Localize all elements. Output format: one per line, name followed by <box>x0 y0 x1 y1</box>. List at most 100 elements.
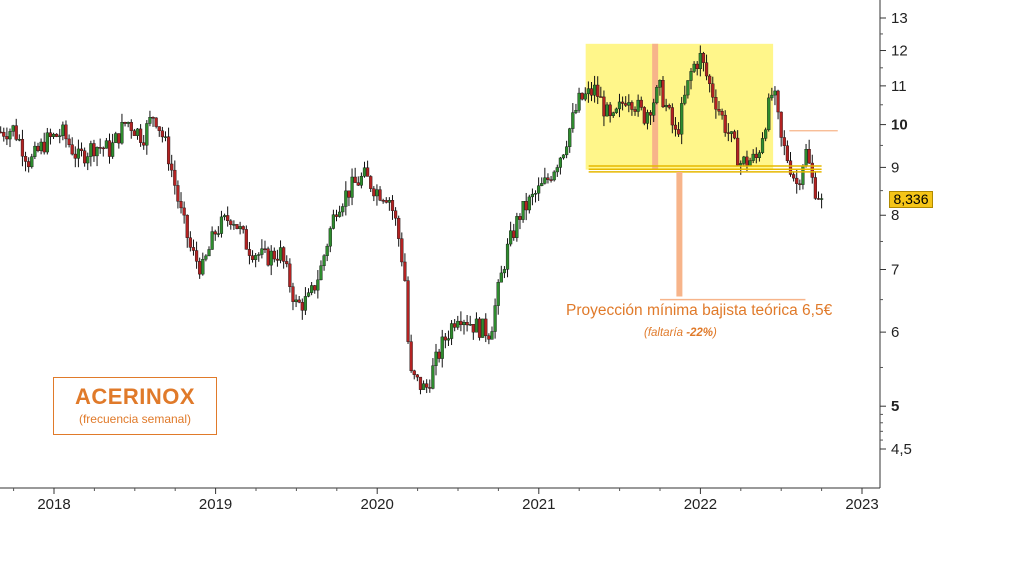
candle-body <box>729 131 734 134</box>
candle-body <box>589 88 594 96</box>
y-axis: 4,5 5 6 7 8 9 10 11 12 13 <box>879 0 912 488</box>
candle-body <box>689 71 693 81</box>
candle-body <box>561 154 566 159</box>
x-tick-label: 2022 <box>684 496 717 513</box>
candle-body <box>117 133 121 144</box>
candle-body <box>617 101 622 110</box>
candle-body <box>347 190 351 198</box>
candle-body <box>630 102 634 110</box>
candle-body <box>477 318 482 338</box>
candle-body <box>157 126 161 131</box>
candle-body <box>499 272 503 283</box>
candle-body <box>502 269 507 274</box>
candle-body <box>222 215 227 218</box>
candle-body <box>257 254 261 256</box>
candle-body <box>397 217 401 239</box>
candle-body <box>58 135 62 137</box>
candle-body <box>135 128 140 136</box>
projection-note-prefix: (faltaría <box>644 327 687 339</box>
candle-body <box>250 255 255 260</box>
candle-body <box>664 105 668 108</box>
candle-body <box>213 231 217 235</box>
candle-body <box>708 75 712 84</box>
candle-body <box>449 323 454 339</box>
candle-body <box>64 124 68 140</box>
candle-body <box>5 136 9 140</box>
candle-body <box>683 94 687 104</box>
candle-body <box>86 156 90 164</box>
candle-body <box>33 145 37 157</box>
candle-body <box>123 122 127 124</box>
last-price-badge: 8,336 <box>889 191 933 208</box>
candle-body <box>652 102 656 116</box>
candle-body <box>198 261 202 275</box>
candle-body <box>804 148 808 166</box>
candle-body <box>70 144 74 155</box>
candle-body <box>676 129 681 135</box>
x-tick-label: 2018 <box>37 496 70 513</box>
candle-body <box>322 255 326 267</box>
candle-body <box>540 183 544 186</box>
candle-body <box>129 122 133 131</box>
candle-body <box>163 136 168 138</box>
candle-body <box>235 224 239 229</box>
candle-body <box>306 292 311 297</box>
candle-body <box>549 179 553 181</box>
candle-body <box>698 53 702 70</box>
candle-body <box>583 93 587 100</box>
candle-body <box>316 279 320 291</box>
candle-body <box>810 162 814 178</box>
candle-body <box>204 255 208 260</box>
candle-body <box>770 94 774 99</box>
candle-body <box>278 247 283 261</box>
candle-body <box>645 112 650 124</box>
candle-body <box>356 182 360 186</box>
candle-body <box>418 376 423 390</box>
y-tick-label: 7 <box>891 261 899 278</box>
candle-body <box>714 97 718 110</box>
candle-body <box>201 259 205 275</box>
consolidation-zone-layer <box>585 43 774 170</box>
candle-body <box>512 230 516 238</box>
y-tick-label: 13 <box>891 10 908 27</box>
candle-body <box>166 136 171 165</box>
annotation-layer <box>588 130 838 301</box>
candle-body <box>639 99 643 108</box>
candle-body <box>505 243 510 270</box>
candle-body <box>558 157 562 168</box>
chart-subtitle: (frecuencia semanal) <box>78 412 192 426</box>
candle-body <box>145 123 149 146</box>
candle-body <box>509 230 513 245</box>
candle-body <box>126 122 130 124</box>
candle-body <box>608 104 612 116</box>
candle-body <box>48 132 53 137</box>
candle-body <box>387 200 391 203</box>
candle-body <box>188 237 192 248</box>
y-tick-label: 11 <box>891 78 907 95</box>
candle-body <box>36 145 40 151</box>
candle-body <box>745 156 749 166</box>
candle-body <box>132 130 136 136</box>
candle-body <box>742 156 746 164</box>
candle-body <box>111 142 115 157</box>
candle-body <box>732 131 737 139</box>
logo-box: ACERINOX (frecuencia semanal) <box>53 377 217 435</box>
candle-body <box>272 250 276 260</box>
candle-body <box>325 245 329 256</box>
candle-body <box>381 200 385 202</box>
candle-body <box>767 97 771 131</box>
candle-body <box>369 176 373 189</box>
candle-body <box>776 90 780 113</box>
candle-body <box>487 335 491 340</box>
candle-body <box>807 148 811 164</box>
candle-body <box>565 146 569 156</box>
candle-body <box>620 101 625 104</box>
candle-body <box>170 163 174 171</box>
candle-body <box>179 201 183 209</box>
candle-body <box>390 200 395 211</box>
candle-body <box>300 302 304 311</box>
candle-body <box>686 80 690 96</box>
candle-body <box>782 137 786 146</box>
candle-body <box>496 282 500 306</box>
